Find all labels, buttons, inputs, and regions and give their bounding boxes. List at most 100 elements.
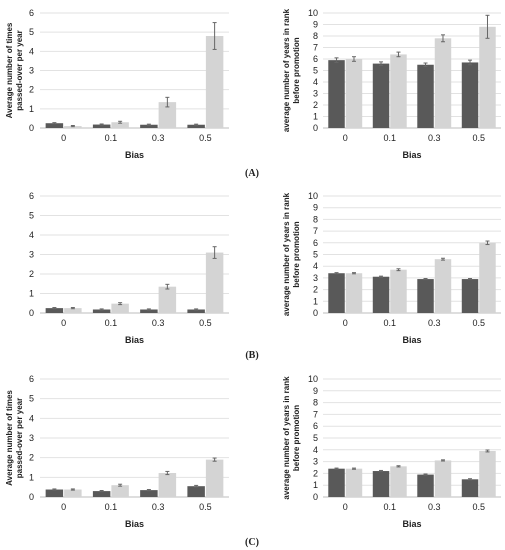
x-axis-label: Bias xyxy=(125,335,144,345)
y-tick-label: 3 xyxy=(29,250,34,260)
bar-series-2 xyxy=(345,468,363,497)
x-tick-label: 0.1 xyxy=(383,318,396,328)
y-tick-label: 4 xyxy=(29,46,34,56)
y-tick-label: 1 xyxy=(313,112,318,122)
x-tick-label: 0.3 xyxy=(428,318,441,328)
y-tick-label: 4 xyxy=(313,261,318,271)
bar-series-2 xyxy=(111,303,129,313)
bar-series-1 xyxy=(187,124,205,128)
y-tick-label: 2 xyxy=(29,85,34,95)
y-axis-label: passed-over per year xyxy=(15,398,24,479)
bar-series-1 xyxy=(187,309,205,313)
x-tick-label: 0 xyxy=(61,133,66,143)
y-axis-label: before promotion xyxy=(292,405,301,471)
y-tick-label: 5 xyxy=(29,211,34,221)
y-tick-label: 0 xyxy=(313,308,318,318)
bar-series-2 xyxy=(158,286,177,313)
bar-series-1 xyxy=(187,486,205,497)
y-tick-label: 0 xyxy=(29,123,34,133)
bar-series-1 xyxy=(45,308,64,313)
y-axis-label: average number of years in rank xyxy=(282,192,291,316)
bar-series-2 xyxy=(158,473,177,497)
bar-series-2 xyxy=(479,26,496,128)
y-tick-label: 2 xyxy=(29,269,34,279)
bar-series-2 xyxy=(111,122,129,128)
bar-series-2 xyxy=(434,38,452,128)
bar-series-2 xyxy=(111,485,129,497)
bar-series-1 xyxy=(461,279,479,313)
x-tick-label: 0.5 xyxy=(472,133,485,143)
bar-series-2 xyxy=(390,54,407,128)
x-tick-label: 0.3 xyxy=(428,133,441,143)
y-tick-label: 9 xyxy=(313,386,318,396)
y-tick-label: 7 xyxy=(313,43,318,53)
x-tick-label: 0.3 xyxy=(428,502,441,512)
x-axis-label: Bias xyxy=(402,335,421,345)
x-tick-label: 0 xyxy=(61,502,66,512)
y-tick-label: 4 xyxy=(29,230,34,240)
y-tick-label: 2 xyxy=(313,285,318,295)
y-tick-label: 4 xyxy=(313,445,318,455)
x-axis-label: Bias xyxy=(402,519,421,529)
bar-series-1 xyxy=(92,124,111,128)
y-tick-label: 10 xyxy=(308,191,318,201)
y-tick-label: 6 xyxy=(29,191,34,201)
y-tick-label: 8 xyxy=(313,31,318,41)
x-tick-label: 0.1 xyxy=(105,133,118,143)
y-tick-label: 8 xyxy=(313,398,318,408)
y-tick-label: 9 xyxy=(313,203,318,213)
y-axis-label: average number of years in rank xyxy=(282,8,291,132)
bar-series-1 xyxy=(372,471,390,497)
x-tick-label: 0 xyxy=(343,318,348,328)
panel-label-c: (C) xyxy=(245,537,259,548)
x-tick-label: 0.5 xyxy=(199,502,212,512)
x-tick-label: 0.1 xyxy=(105,502,118,512)
bar-series-1 xyxy=(92,491,111,497)
y-tick-label: 9 xyxy=(313,20,318,30)
y-tick-label: 3 xyxy=(313,457,318,467)
y-tick-label: 7 xyxy=(313,226,318,236)
y-axis-label: Average number of times xyxy=(5,22,14,118)
y-axis-label: before promotion xyxy=(292,37,301,103)
y-tick-label: 8 xyxy=(313,214,318,224)
bar-series-1 xyxy=(328,468,345,497)
chart-5: 0 1 2 3 4 5 6 0 0.1 0.3 0.5 Bias Average number of t… xyxy=(5,374,229,529)
x-tick-label: 0.3 xyxy=(152,502,165,512)
y-tick-label: 6 xyxy=(313,54,318,64)
y-tick-label: 1 xyxy=(313,480,318,490)
x-tick-label: 0.5 xyxy=(472,502,485,512)
x-tick-label: 0.3 xyxy=(152,318,165,328)
y-tick-label: 1 xyxy=(313,296,318,306)
bar-series-2 xyxy=(434,259,452,313)
y-tick-label: 3 xyxy=(29,433,34,443)
bar-series-1 xyxy=(461,479,479,497)
bar-series-2 xyxy=(345,273,363,313)
x-tick-label: 0 xyxy=(343,133,348,143)
bar-series-1 xyxy=(140,124,158,128)
bar-series-1 xyxy=(328,60,345,128)
y-tick-label: 3 xyxy=(313,89,318,99)
y-tick-label: 0 xyxy=(313,492,318,502)
chart-1: 0 1 2 3 4 5 6 0 0.1 0.3 0.5 Bias Average number of t… xyxy=(5,8,229,160)
x-tick-label: 0.1 xyxy=(383,502,396,512)
x-tick-label: 0.5 xyxy=(472,318,485,328)
x-tick-label: 0 xyxy=(61,318,66,328)
bar-series-1 xyxy=(461,62,479,129)
bar-series-2 xyxy=(205,36,224,128)
y-tick-label: 5 xyxy=(29,394,34,404)
x-axis-label: Bias xyxy=(125,519,144,529)
bar-series-2 xyxy=(434,460,452,497)
y-tick-label: 7 xyxy=(313,409,318,419)
bar-series-2 xyxy=(345,59,363,128)
panel-label-b: (B) xyxy=(245,350,258,361)
bar-series-1 xyxy=(140,490,158,497)
y-tick-label: 5 xyxy=(313,66,318,76)
y-axis-label: passed-over per year xyxy=(15,30,24,111)
y-tick-label: 6 xyxy=(29,374,34,384)
y-tick-label: 0 xyxy=(29,492,34,502)
y-tick-label: 10 xyxy=(308,8,318,18)
y-tick-label: 6 xyxy=(29,8,34,18)
y-tick-label: 1 xyxy=(29,104,34,114)
